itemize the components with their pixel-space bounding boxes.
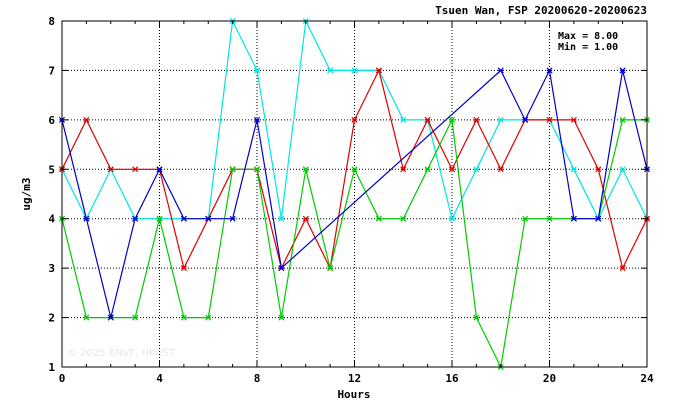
y-axis-label: ug/m3	[20, 177, 33, 210]
data-point	[327, 265, 334, 272]
data-point	[253, 67, 261, 74]
data-point	[302, 215, 309, 222]
data-point	[400, 166, 407, 173]
data-point	[83, 314, 90, 321]
data-point	[253, 166, 261, 173]
x-tick-label: 8	[254, 372, 261, 385]
data-point	[546, 116, 553, 123]
data-point	[619, 116, 626, 123]
x-tick-label: 0	[59, 372, 66, 385]
x-axis-label: Hours	[337, 388, 370, 401]
data-point	[448, 116, 456, 123]
data-point	[570, 116, 577, 123]
data-point	[619, 265, 626, 272]
data-point	[595, 166, 602, 173]
y-tick-label: 3	[48, 262, 55, 275]
y-tick-label: 2	[48, 312, 55, 325]
y-tick-label: 8	[48, 15, 55, 28]
y-tick-label: 5	[48, 163, 55, 176]
y-tick-label: 1	[48, 361, 55, 374]
data-point	[424, 166, 431, 173]
min-annotation: Min = 1.00	[558, 41, 618, 53]
data-point	[132, 215, 139, 222]
data-point	[83, 116, 90, 123]
data-point	[473, 166, 480, 173]
data-point	[327, 67, 334, 74]
data-point	[497, 166, 504, 173]
x-tick-label: 4	[156, 372, 163, 385]
data-point	[83, 215, 90, 222]
x-tick-label: 24	[640, 372, 654, 385]
data-point	[375, 67, 382, 74]
data-point	[351, 116, 358, 123]
data-point	[619, 166, 626, 173]
data-point	[253, 116, 261, 123]
data-point	[278, 215, 285, 222]
data-point	[522, 116, 529, 123]
data-point	[205, 215, 212, 222]
data-point	[424, 116, 431, 123]
data-point	[180, 265, 187, 272]
data-point	[522, 215, 529, 222]
data-point	[375, 215, 382, 222]
data-point	[351, 67, 358, 74]
data-point	[400, 116, 407, 123]
data-point	[229, 215, 236, 222]
data-point	[570, 166, 577, 173]
data-point	[351, 166, 358, 173]
data-point	[400, 215, 407, 222]
x-tick-label: 20	[543, 372, 556, 385]
chart-title: Tsuen Wan, FSP 20200620-20200623	[435, 4, 647, 17]
max-annotation: Max = 8.00	[558, 31, 618, 42]
data-point	[180, 314, 187, 321]
data-point	[619, 67, 626, 74]
data-point	[278, 314, 285, 321]
data-point	[473, 314, 480, 321]
y-tick-label: 6	[48, 114, 55, 127]
data-point	[278, 265, 285, 272]
data-point	[132, 166, 139, 173]
data-point	[448, 166, 456, 173]
data-point	[156, 215, 163, 222]
series-line-3	[61, 68, 648, 318]
data-point	[473, 116, 480, 123]
data-point	[180, 215, 187, 222]
watermark: © 2025 ENVF, HKUST	[67, 348, 176, 359]
data-point	[570, 215, 577, 222]
data-point	[107, 166, 114, 173]
data-point	[302, 166, 309, 173]
data-point	[497, 67, 504, 74]
data-point	[132, 314, 139, 321]
data-series	[58, 17, 651, 371]
data-point	[448, 215, 456, 222]
data-point	[107, 314, 114, 321]
x-tick-label: 12	[348, 372, 361, 385]
y-tick-label: 7	[48, 64, 55, 77]
y-tick-label: 4	[48, 213, 55, 226]
data-point	[595, 215, 602, 222]
data-point	[497, 116, 504, 123]
data-point	[205, 314, 212, 321]
data-point	[546, 67, 553, 74]
data-point	[229, 166, 236, 173]
grid-lines	[62, 21, 647, 367]
data-point	[546, 215, 553, 222]
x-tick-label: 16	[445, 372, 459, 385]
data-point	[156, 166, 163, 173]
